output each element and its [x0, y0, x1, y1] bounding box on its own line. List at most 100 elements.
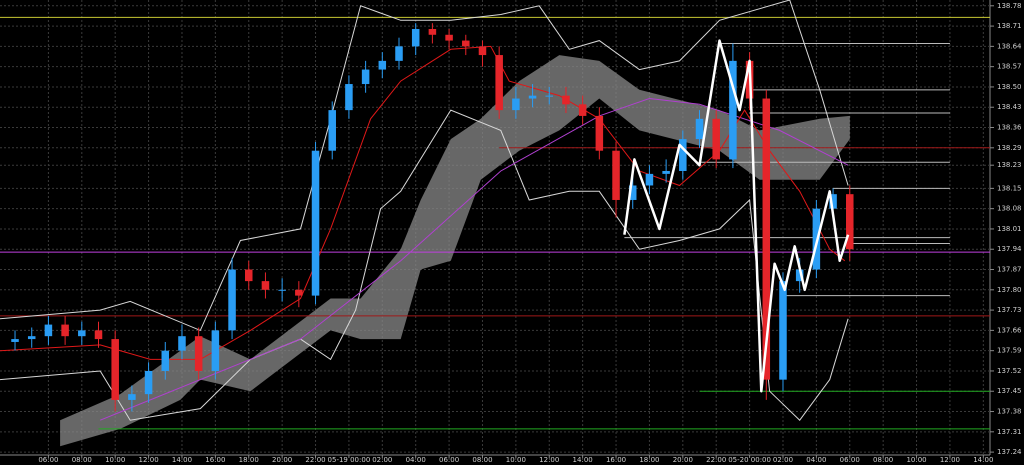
y-tick-label: 138.43 — [997, 103, 1022, 111]
candle-body — [712, 118, 720, 160]
x-tick-label: 20:00 — [673, 456, 693, 464]
x-tick-label: 12:00 — [138, 456, 158, 464]
x-tick-label: 14:00 — [172, 456, 192, 464]
candle-body — [545, 95, 554, 97]
x-tick-label: 22:00 — [706, 456, 726, 464]
candle-body — [11, 339, 19, 342]
y-tick-label: 137.87 — [997, 266, 1022, 274]
x-tick-label: 06:00 — [38, 456, 58, 464]
x-tick-label: 05-19 00:00 — [328, 456, 371, 464]
y-tick-label: 138.23 — [997, 161, 1022, 169]
y-tick-label: 138.36 — [997, 124, 1022, 132]
candle-body — [244, 269, 253, 282]
candle-body — [512, 98, 520, 111]
y-tick-label: 137.38 — [997, 408, 1022, 416]
x-tick-label: 20:00 — [272, 456, 292, 464]
y-tick-label: 137.52 — [997, 367, 1022, 375]
y-tick-label: 138.29 — [997, 144, 1022, 152]
x-tick-label: 08:00 — [472, 456, 492, 464]
candle-body — [695, 118, 704, 140]
candle-body — [27, 336, 36, 340]
y-tick-label: 138.01 — [997, 225, 1022, 233]
candle-body — [178, 336, 186, 351]
candle-body — [578, 104, 587, 116]
y-tick-label: 138.57 — [997, 63, 1022, 71]
x-tick-label: 08:00 — [873, 456, 893, 464]
candle-body — [662, 170, 670, 174]
candle-body — [795, 269, 804, 282]
candle-body — [78, 330, 86, 337]
candle-body — [395, 46, 403, 61]
candle-body — [311, 150, 320, 296]
x-tick-label: 02:00 — [372, 456, 392, 464]
candle-body — [261, 281, 270, 290]
x-tick-label: 10:00 — [506, 456, 526, 464]
candle-body — [428, 28, 437, 35]
candle-body — [462, 40, 470, 47]
candle-body — [595, 115, 604, 151]
y-tick-label: 137.31 — [997, 428, 1022, 436]
y-tick-label: 137.66 — [997, 326, 1022, 334]
candle-body — [111, 339, 119, 400]
candle-body — [612, 150, 620, 200]
x-tick-label: 22:00 — [305, 456, 325, 464]
x-tick-label: 10:00 — [906, 456, 926, 464]
candle-body — [779, 281, 787, 380]
candle-body — [829, 194, 837, 209]
candle-body — [562, 95, 570, 105]
x-tick-label: 06:00 — [439, 456, 459, 464]
y-tick-label: 137.94 — [997, 245, 1022, 253]
y-tick-label: 138.50 — [997, 83, 1022, 91]
x-tick-label: 05-20 00:00 — [728, 456, 771, 464]
candle-body — [495, 55, 503, 111]
x-tick-label: 14:00 — [573, 456, 593, 464]
candle-body — [61, 324, 69, 337]
x-tick-label: 18:00 — [639, 456, 659, 464]
y-tick-label: 138.71 — [997, 22, 1022, 30]
candle-body — [628, 185, 637, 200]
x-tick-label: 04:00 — [406, 456, 426, 464]
candle-body — [144, 370, 153, 395]
candle-body — [278, 289, 286, 291]
candle-body — [378, 60, 387, 70]
y-tick-label: 137.73 — [997, 306, 1022, 314]
y-tick-label: 138.78 — [997, 2, 1022, 10]
x-tick-label: 12:00 — [539, 456, 559, 464]
x-tick-label: 12:00 — [940, 456, 960, 464]
candle-body — [295, 289, 303, 296]
candle-body — [445, 34, 453, 41]
candle-body — [228, 269, 236, 331]
candle-body — [478, 46, 487, 56]
candle-body — [128, 394, 136, 400]
y-tick-label: 137.59 — [997, 347, 1022, 355]
x-tick-label: 18:00 — [239, 456, 259, 464]
candle-body — [411, 28, 420, 47]
y-tick-label: 137.80 — [997, 286, 1022, 294]
candle-body — [194, 336, 203, 371]
zigzag-line — [623, 39, 850, 393]
candle-body — [328, 110, 336, 151]
y-tick-label: 138.08 — [997, 205, 1022, 213]
y-tick-label: 138.15 — [997, 184, 1022, 192]
indicator-line — [0, 0, 849, 332]
x-tick-label: 06:00 — [840, 456, 860, 464]
x-tick-label: 04:00 — [806, 456, 826, 464]
candle-body — [729, 60, 737, 160]
candle-body — [762, 98, 771, 380]
y-tick-label: 138.64 — [997, 42, 1022, 50]
candle-body — [679, 139, 687, 171]
x-tick-label: 02:00 — [773, 456, 793, 464]
candle-body — [361, 69, 370, 85]
candle-body — [345, 84, 353, 111]
candle-body — [846, 194, 854, 250]
candle-body — [645, 173, 654, 186]
x-tick-label: 16:00 — [205, 456, 225, 464]
y-tick-label: 137.24 — [997, 448, 1022, 456]
x-tick-label: 10:00 — [105, 456, 125, 464]
candle-body — [528, 95, 537, 99]
candle-body — [94, 330, 103, 340]
candle-body — [44, 324, 53, 337]
y-tick-label: 137.45 — [997, 387, 1022, 395]
x-tick-label: 16:00 — [606, 456, 626, 464]
